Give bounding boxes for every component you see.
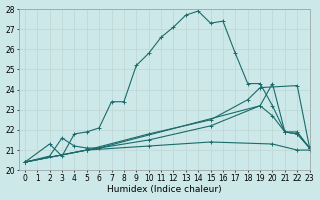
X-axis label: Humidex (Indice chaleur): Humidex (Indice chaleur) (107, 185, 221, 194)
